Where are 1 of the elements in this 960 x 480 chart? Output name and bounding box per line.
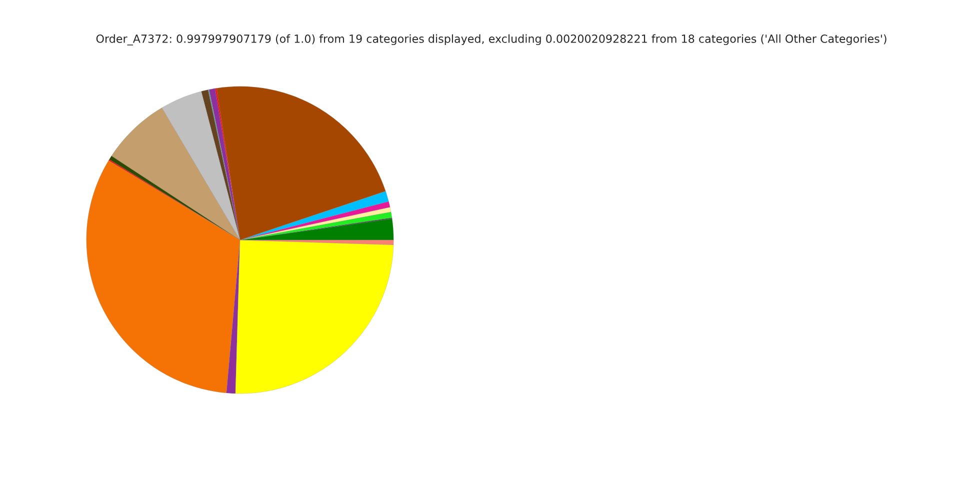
text: Order_A7372: 0.997997907179 (of 1.0) from 19 categories displayed, excluding 0.0020020928221 from 18 categories ('All Other Categories')	[96, 34, 886, 46]
